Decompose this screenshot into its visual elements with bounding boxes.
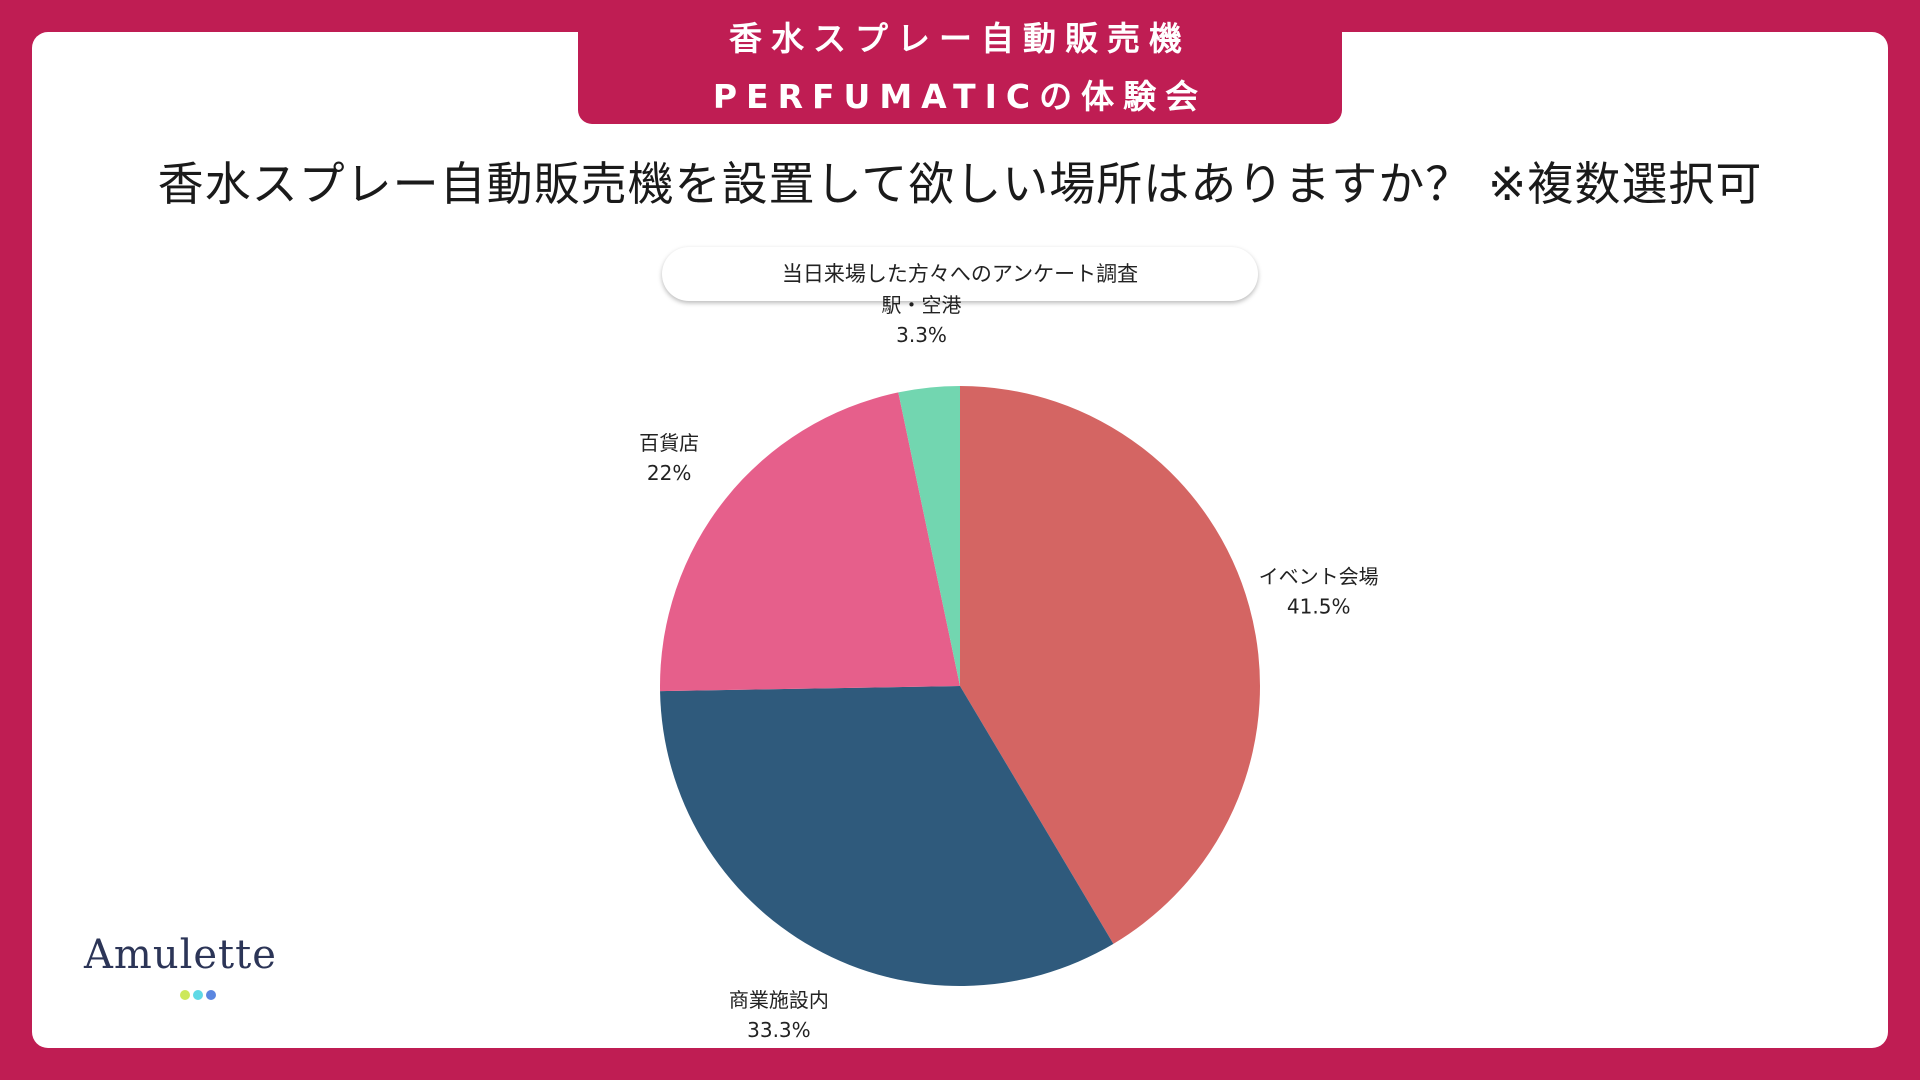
pie-slice-2: [660, 392, 960, 692]
header-banner: 香水スプレー自動販売機 PERFUMATICの体験会: [578, 0, 1342, 124]
header-subtitle: PERFUMATICの体験会: [712, 77, 1208, 116]
logo-dot: [193, 990, 203, 1000]
survey-question: 香水スプレー自動販売機を設置して欲しい場所はありますか？ ※複数選択可: [157, 157, 1763, 211]
survey-note-pill: 当日来場した方々へのアンケート調査: [662, 247, 1258, 301]
slice-label: 商業施設内: [729, 988, 829, 1012]
logo-dot: [180, 990, 190, 1000]
slice-value-label: 22%: [647, 461, 691, 485]
slice-label: 駅・空港: [882, 293, 962, 317]
pie-slice-1: [660, 686, 1114, 987]
logo-dot: [206, 990, 216, 1000]
header-title: 香水スプレー自動販売機: [729, 19, 1191, 58]
pie-slice-3: [898, 386, 960, 686]
pie-slice-0: [960, 386, 1260, 944]
slice-value-label: 3.3%: [896, 323, 947, 347]
amulette-logo: Amulette: [84, 932, 277, 978]
slice-label: イベント会場: [1259, 564, 1379, 588]
slice-value-label: 33.3%: [747, 1018, 811, 1042]
slice-value-label: 41.5%: [1287, 594, 1351, 618]
slice-label: 百貨店: [639, 431, 699, 455]
